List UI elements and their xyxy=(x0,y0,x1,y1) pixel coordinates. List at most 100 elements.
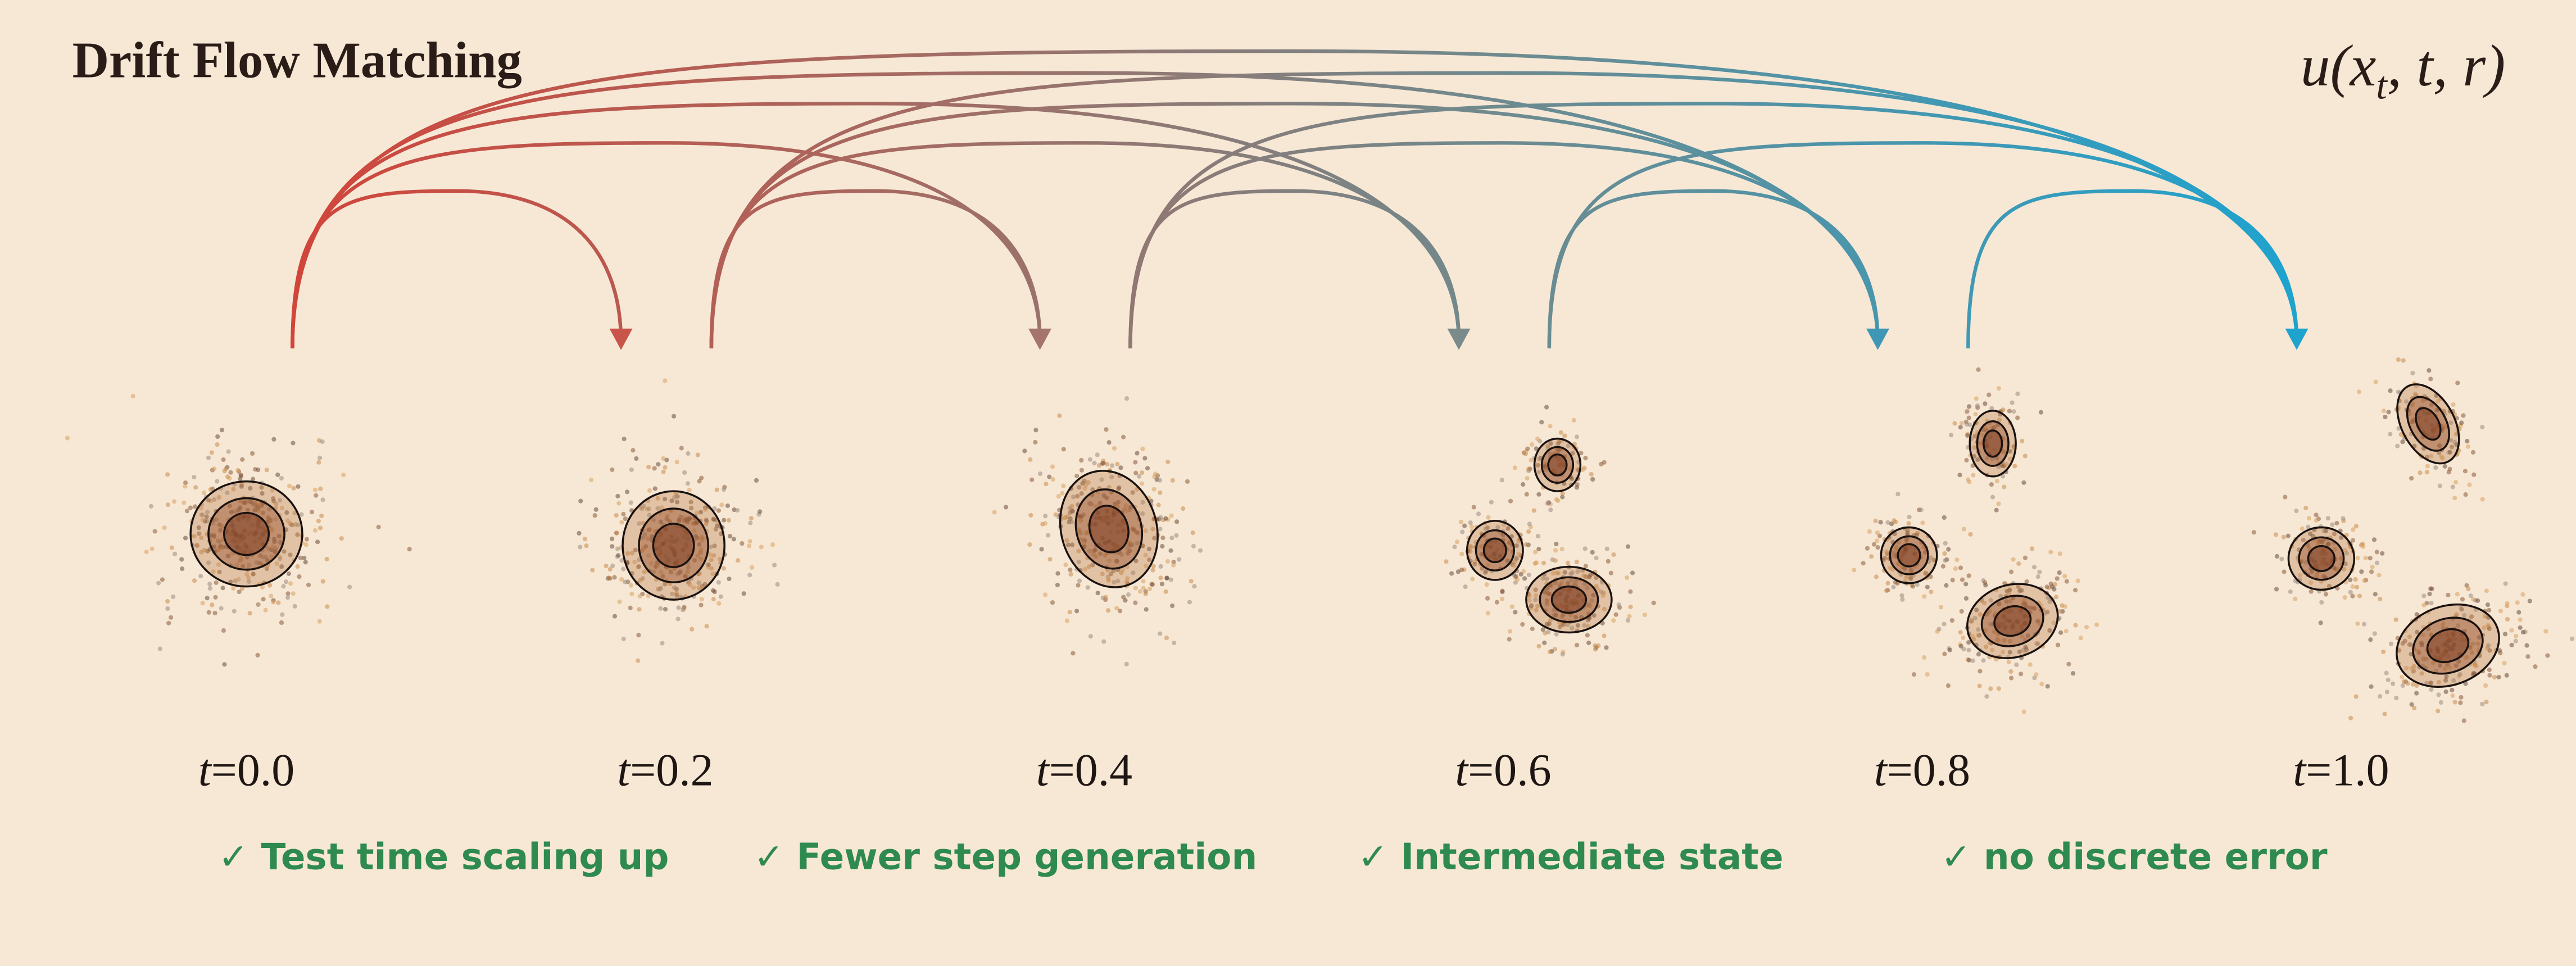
contour xyxy=(1088,505,1130,554)
sample-point xyxy=(2409,702,2414,707)
sample-point xyxy=(645,536,650,541)
sample-point xyxy=(2410,370,2415,375)
sample-point xyxy=(1963,582,1969,587)
sample-point xyxy=(2436,679,2442,685)
sample-point xyxy=(1554,570,1559,575)
sample-point xyxy=(2527,598,2532,604)
sample-point xyxy=(2006,660,2011,665)
sample-point xyxy=(2008,638,2013,643)
sample-point xyxy=(1152,536,1157,541)
step-var: t xyxy=(1455,744,1469,795)
sample-point xyxy=(246,579,251,584)
sample-point xyxy=(1469,524,1475,529)
sample-point xyxy=(1076,559,1081,565)
sample-point xyxy=(278,498,283,503)
sample-point xyxy=(2427,368,2432,373)
sample-point xyxy=(680,515,685,520)
sample-point xyxy=(1460,529,1465,534)
sample-point xyxy=(2344,551,2349,556)
sample-point xyxy=(678,594,683,600)
sample-point xyxy=(2057,551,2062,556)
sample-point xyxy=(2450,445,2455,450)
sample-point xyxy=(2381,409,2387,414)
sample-point xyxy=(2355,584,2360,589)
sample-point xyxy=(685,569,690,574)
sample-point xyxy=(2428,377,2433,382)
arc xyxy=(1547,141,2299,348)
step-value: 0.4 xyxy=(1075,744,1132,795)
sample-point xyxy=(312,528,318,533)
sample-point xyxy=(1106,558,1112,563)
sample-point xyxy=(676,605,681,610)
sample-point xyxy=(2516,610,2521,615)
sample-point xyxy=(280,612,285,617)
sample-point xyxy=(2282,569,2287,574)
sample-point xyxy=(1079,468,1085,473)
sample-point xyxy=(1573,615,1579,620)
sample-point xyxy=(2028,605,2033,610)
sample-point xyxy=(1947,647,1952,652)
sample-point xyxy=(1990,456,1995,461)
sample-point xyxy=(2300,526,2305,531)
sample-point xyxy=(1969,618,1974,623)
sample-point xyxy=(1559,547,1564,552)
feature: ✓ Fewer step generation xyxy=(754,836,1257,878)
sample-point xyxy=(2420,632,2425,638)
sample-point xyxy=(1140,446,1145,451)
sample-point xyxy=(2430,660,2436,666)
sample-point xyxy=(621,636,626,642)
sample-point xyxy=(699,556,704,561)
sample-point xyxy=(1064,618,1069,623)
sample-point xyxy=(303,542,309,547)
sample-point xyxy=(1119,552,1124,557)
sample-point xyxy=(1090,563,1095,568)
sample-point xyxy=(2471,597,2476,602)
sample-point xyxy=(1071,651,1076,656)
sample-point xyxy=(1966,657,1972,663)
sample-point xyxy=(1889,521,1894,527)
sample-point xyxy=(1133,600,1138,605)
distribution xyxy=(65,393,412,667)
sample-point xyxy=(2419,641,2424,646)
sample-point xyxy=(2022,555,2028,560)
sample-point xyxy=(747,539,752,544)
sample-point xyxy=(192,534,197,539)
sample-point xyxy=(1943,558,1948,563)
sample-point xyxy=(1505,526,1511,531)
sample-point xyxy=(1642,612,1647,618)
sample-point xyxy=(2447,665,2452,670)
sample-point xyxy=(697,479,702,484)
sample-point xyxy=(2303,505,2309,511)
sample-point xyxy=(1131,527,1136,532)
sample-point xyxy=(652,529,657,534)
sample-point xyxy=(619,558,624,563)
sample-point xyxy=(1514,556,1519,561)
sample-point xyxy=(407,547,412,552)
sample-point xyxy=(1570,625,1575,631)
sample-point xyxy=(1950,578,1955,583)
sample-point xyxy=(1942,651,1947,656)
sample-point xyxy=(1907,514,1912,520)
sample-point xyxy=(1047,557,1053,562)
sample-point xyxy=(1485,611,1491,616)
sample-point xyxy=(1911,672,1917,677)
sample-point xyxy=(1922,594,1927,599)
sample-point xyxy=(219,545,224,550)
sample-point xyxy=(2459,420,2464,425)
sample-point xyxy=(615,493,620,498)
sample-point xyxy=(1169,536,1174,541)
sample-point xyxy=(1137,589,1143,594)
sample-point xyxy=(2325,516,2330,521)
sample-point xyxy=(1998,593,2003,598)
sample-point xyxy=(2377,694,2383,699)
sample-point xyxy=(747,573,752,578)
sample-point xyxy=(2045,684,2050,689)
sample-point xyxy=(320,497,325,502)
sample-point xyxy=(2409,476,2414,481)
sample-point xyxy=(1499,478,1504,483)
sample-point xyxy=(2015,415,2020,420)
sample-point xyxy=(1507,629,1513,634)
sample-point xyxy=(1569,476,1575,482)
sample-point xyxy=(2021,480,2026,485)
sample-point xyxy=(2470,450,2476,455)
